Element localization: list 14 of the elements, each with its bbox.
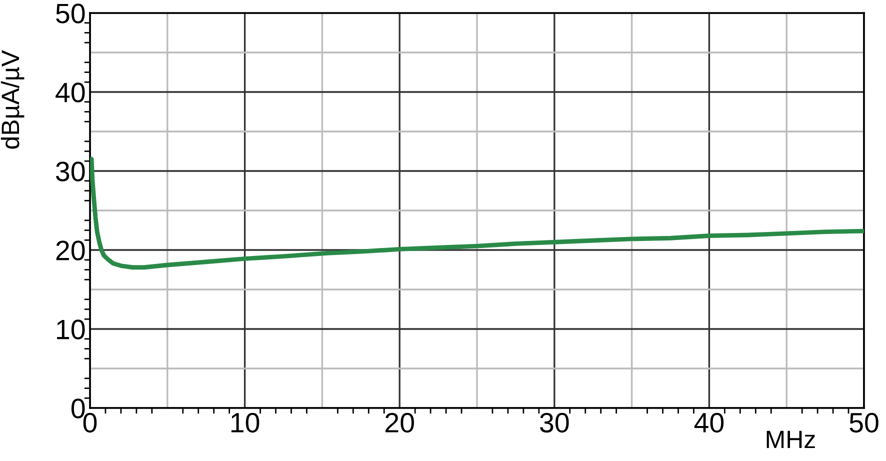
x-tick-label: 40 [694, 412, 724, 433]
y-tick-label: 10 [57, 320, 85, 340]
x-axis-title: MHz [766, 430, 815, 448]
x-tick-label: 50 [850, 412, 878, 433]
y-tick-label: 20 [56, 240, 85, 260]
x-tick-label: 20 [386, 412, 414, 433]
y-tick-label: 0 [71, 398, 85, 418]
x-tick-label: 30 [540, 412, 569, 433]
y-axis-title: dBµA/µV [0, 50, 24, 149]
y-tick-label: 50 [56, 4, 85, 24]
line-series [90, 156, 864, 270]
x-tick-label: 10 [231, 412, 260, 433]
y-tick-label: 30 [56, 162, 85, 182]
y-tick-label: 40 [56, 82, 85, 102]
